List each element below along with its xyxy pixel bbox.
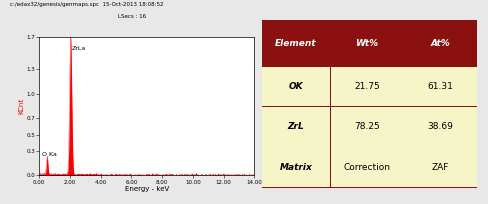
FancyBboxPatch shape: [262, 107, 330, 146]
FancyBboxPatch shape: [404, 67, 476, 106]
Text: Element: Element: [275, 39, 316, 48]
FancyBboxPatch shape: [404, 107, 476, 146]
FancyBboxPatch shape: [261, 20, 330, 67]
Text: 21.75: 21.75: [353, 82, 379, 91]
Text: 78.25: 78.25: [353, 122, 379, 131]
Text: OK: OK: [288, 82, 303, 91]
Text: Matrix: Matrix: [279, 163, 312, 172]
Text: Correction: Correction: [343, 163, 390, 172]
FancyBboxPatch shape: [330, 147, 403, 187]
Text: Wt%: Wt%: [355, 39, 378, 48]
Text: ZrL: ZrL: [287, 122, 304, 131]
Text: 38.69: 38.69: [427, 122, 452, 131]
Text: O Ka: O Ka: [42, 152, 57, 157]
X-axis label: Energy - keV: Energy - keV: [124, 186, 168, 192]
Text: LSecs : 16: LSecs : 16: [118, 14, 146, 19]
FancyBboxPatch shape: [262, 67, 330, 106]
Text: c:/edax32/genesis/genmaps.spc  15-Oct-2013 18:08:52: c:/edax32/genesis/genmaps.spc 15-Oct-201…: [10, 2, 163, 7]
FancyBboxPatch shape: [403, 20, 476, 67]
Text: At%: At%: [429, 39, 449, 48]
FancyBboxPatch shape: [330, 107, 403, 146]
FancyBboxPatch shape: [261, 20, 476, 188]
Text: 61.31: 61.31: [427, 82, 452, 91]
FancyBboxPatch shape: [330, 67, 403, 106]
FancyBboxPatch shape: [404, 147, 476, 187]
FancyBboxPatch shape: [330, 20, 403, 67]
FancyBboxPatch shape: [262, 147, 330, 187]
Y-axis label: KCnt: KCnt: [19, 98, 25, 114]
Text: ZrLa: ZrLa: [72, 45, 86, 51]
Text: ZAF: ZAF: [430, 163, 448, 172]
